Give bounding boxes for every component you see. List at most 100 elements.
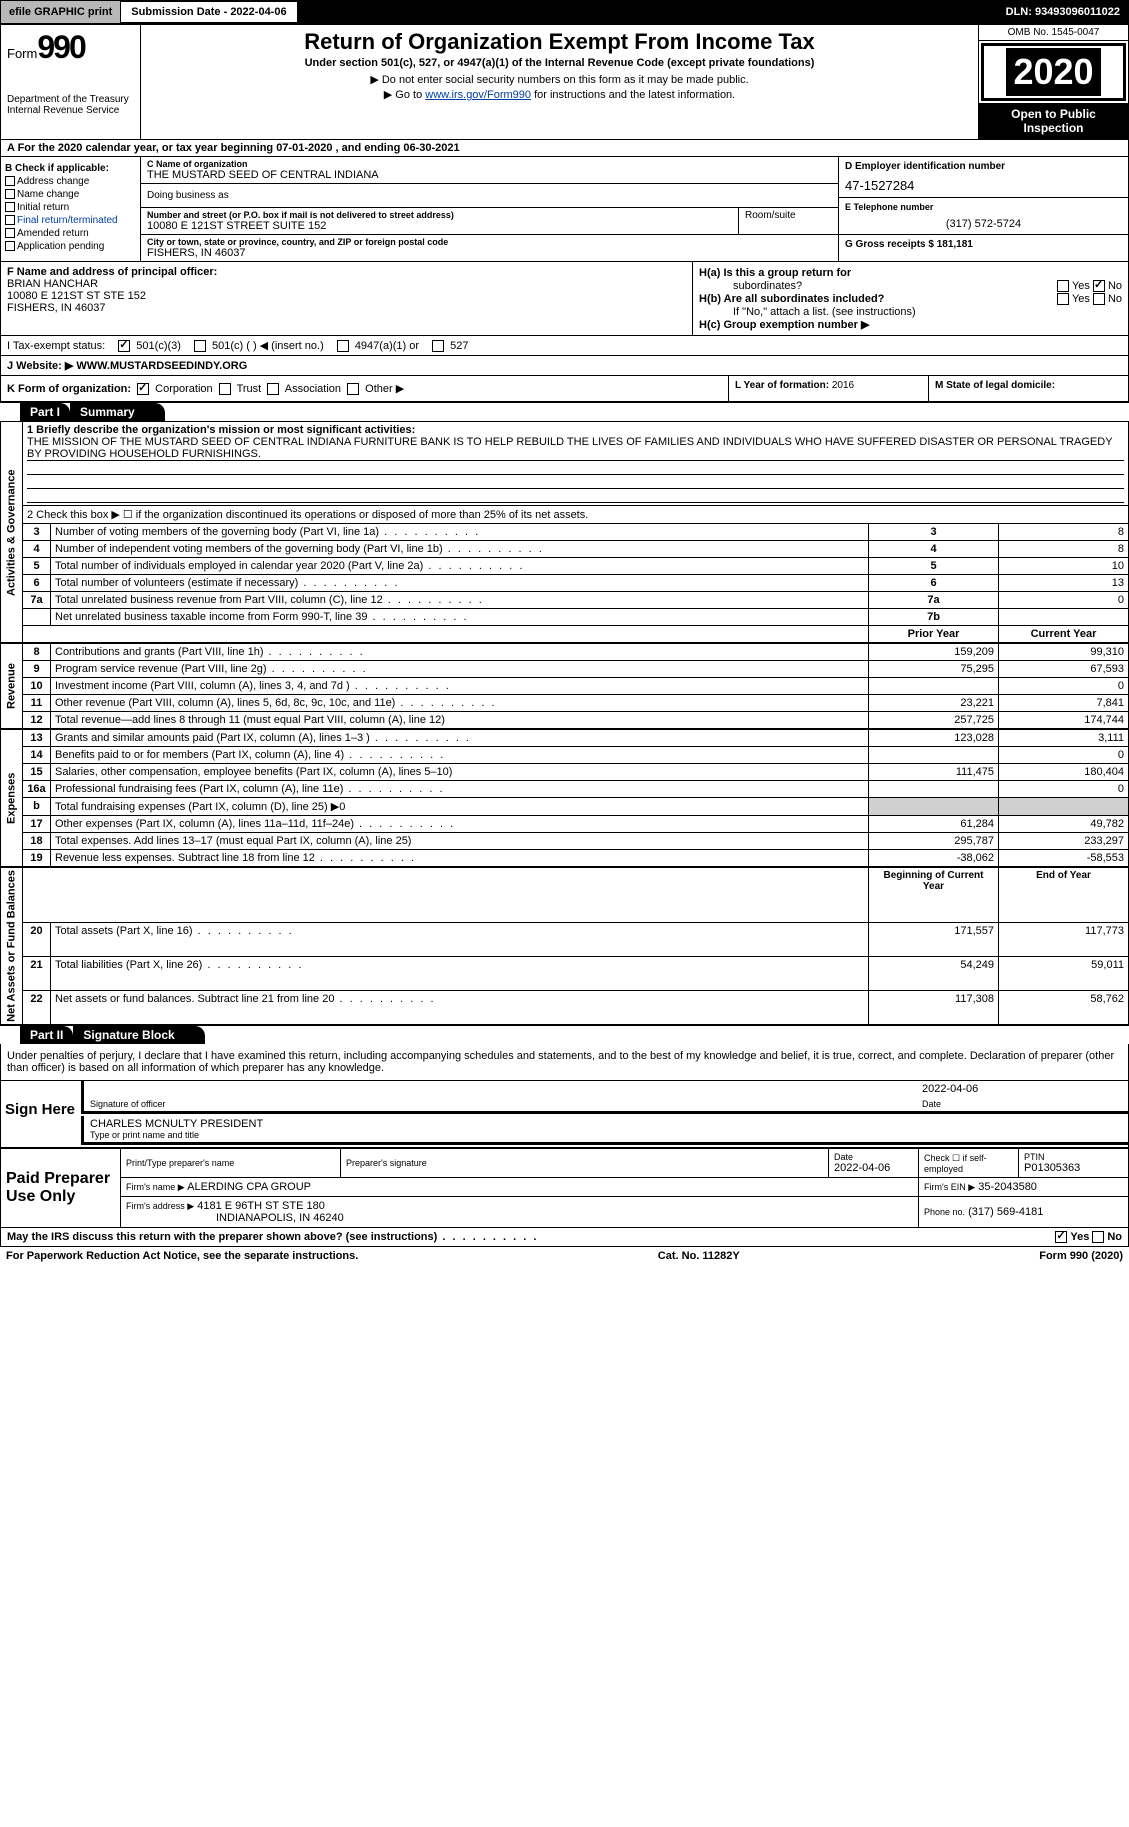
gov-row-7a: 7aTotal unrelated business revenue from … — [1, 592, 1129, 609]
gov-row-4: 4Number of independent voting members of… — [1, 541, 1129, 558]
b-item-1[interactable]: Name change — [5, 189, 136, 200]
k-label: K Form of organization: — [7, 383, 131, 395]
firm-addr: 4181 E 96TH ST STE 180 — [197, 1200, 325, 1212]
gov-row-6: 6Total number of volunteers (estimate if… — [1, 575, 1129, 592]
firm-name: ALERDING CPA GROUP — [187, 1181, 311, 1193]
i-527[interactable]: 527 — [429, 340, 468, 352]
form-title-block: Return of Organization Exempt From Incom… — [141, 25, 978, 139]
side-exp: Expenses — [1, 730, 23, 867]
i-501c[interactable]: 501(c) ( ) ◀ (insert no.) — [191, 339, 324, 352]
goto-pre: ▶ Go to — [384, 89, 425, 101]
i-label: I Tax-exempt status: — [7, 340, 105, 352]
sig-date-label: Date — [922, 1099, 1122, 1109]
summary-table: Activities & Governance 1 Briefly descri… — [0, 421, 1129, 643]
section-c: C Name of organizationTHE MUSTARD SEED O… — [141, 157, 838, 261]
efile-label[interactable]: efile GRAPHIC print — [1, 2, 120, 22]
form-header: Form990 Department of the Treasury Inter… — [0, 24, 1129, 140]
open-public: Open to Public Inspection — [979, 103, 1128, 139]
dept-label: Department of the Treasury Internal Reve… — [7, 94, 134, 116]
tax-year: 2020 — [1006, 48, 1100, 96]
footer-left: For Paperwork Reduction Act Notice, see … — [6, 1250, 358, 1262]
b-label: B Check if applicable: — [5, 163, 136, 174]
gross-line: G Gross receipts $ 181,181 — [839, 235, 1128, 254]
k-other[interactable]: Other ▶ — [344, 383, 404, 395]
tel-label: E Telephone number — [845, 202, 1122, 212]
paid-preparer-table: Paid Preparer Use Only Print/Type prepar… — [0, 1148, 1129, 1228]
firm-phone-label: Phone no. — [924, 1207, 965, 1217]
website-value: WWW.MUSTARDSEEDINDY.ORG — [73, 360, 247, 372]
footer: For Paperwork Reduction Act Notice, see … — [0, 1247, 1129, 1265]
ein-label: D Employer identification number — [845, 161, 1122, 172]
hb-note: If "No," attach a list. (see instruction… — [699, 306, 1122, 318]
self-employed-label[interactable]: Check ☐ if self-employed — [924, 1153, 1013, 1174]
paid-preparer-label: Paid Preparer Use Only — [1, 1149, 121, 1228]
line-a: A For the 2020 calendar year, or tax yea… — [0, 140, 1129, 157]
sig-date-val: 2022-04-06 — [922, 1083, 1122, 1099]
signature-declaration: Under penalties of perjury, I declare th… — [0, 1044, 1129, 1081]
firm-ein-label: Firm's EIN ▶ — [924, 1182, 975, 1192]
section-l: L Year of formation: 2016 — [728, 376, 928, 401]
sign-here-label: Sign Here — [1, 1081, 81, 1147]
footer-right: Form 990 (2020) — [1039, 1250, 1123, 1262]
ha-label2: subordinates? — [699, 280, 802, 292]
k-corp[interactable]: Corporation — [134, 383, 213, 395]
expenses-table: Expenses 13Grants and similar amounts pa… — [0, 729, 1129, 867]
j-label: J Website: ▶ — [7, 360, 73, 372]
form-id-block: Form990 Department of the Treasury Inter… — [1, 25, 141, 139]
part1-num: Part I — [20, 403, 70, 421]
netassets-table: Net Assets or Fund Balances Beginning of… — [0, 867, 1129, 1025]
form-number: 990 — [37, 29, 84, 65]
section-b-block: B Check if applicable: Address change Na… — [0, 157, 1129, 262]
section-m: M State of legal domicile: — [928, 376, 1128, 401]
section-b: B Check if applicable: Address change Na… — [1, 157, 141, 261]
side-na: Net Assets or Fund Balances — [1, 868, 23, 1025]
officer-printed-name: CHARLES MCNULTY PRESIDENT — [90, 1118, 1122, 1130]
part2-num: Part II — [20, 1026, 73, 1044]
ha-yesno[interactable]: YesNo — [1054, 280, 1122, 292]
revenue-table: Revenue 8Contributions and grants (Part … — [0, 643, 1129, 729]
preparer-sig-label: Preparer's signature — [346, 1158, 823, 1168]
no-ssn-line: ▶ Do not enter social security numbers o… — [147, 73, 972, 86]
may-irs-line: May the IRS discuss this return with the… — [0, 1228, 1129, 1247]
addr-label: Number and street (or P.O. box if mail i… — [147, 210, 732, 220]
may-irs-yesno[interactable]: YesNo — [1052, 1231, 1122, 1243]
officer-addr1: 10080 E 121ST ST STE 152 — [7, 290, 686, 302]
i-4947[interactable]: 4947(a)(1) or — [334, 340, 419, 352]
k-trust[interactable]: Trust — [216, 383, 262, 395]
b-item-0[interactable]: Address change — [5, 176, 136, 187]
submission-date: Submission Date - 2022-04-06 — [120, 1, 297, 23]
b-item-4[interactable]: Amended return — [5, 228, 136, 239]
part1-header: Part ISummary — [0, 402, 1129, 421]
ein-value: 47-1527284 — [845, 178, 1122, 193]
city-value: FISHERS, IN 46037 — [147, 247, 832, 259]
sig-officer-label: Signature of officer — [90, 1099, 922, 1109]
hb-yesno[interactable]: YesNo — [1054, 293, 1122, 305]
footer-mid: Cat. No. 11282Y — [658, 1250, 740, 1262]
gov-row-3: 3Number of voting members of the governi… — [1, 524, 1129, 541]
section-f: F Name and address of principal officer:… — [1, 262, 693, 335]
firm-ein: 35-2043580 — [978, 1181, 1037, 1193]
hb-label: H(b) Are all subordinates included? — [699, 293, 884, 305]
part2-title: Signature Block — [73, 1026, 204, 1044]
c-label: C Name of organization — [147, 159, 832, 169]
b-item-5[interactable]: Application pending — [5, 241, 136, 252]
ha-label: H(a) Is this a group return for — [699, 267, 851, 279]
section-i: I Tax-exempt status: 501(c)(3) 501(c) ( … — [0, 336, 1129, 356]
i-501c3[interactable]: 501(c)(3) — [115, 340, 181, 352]
year-formation: 2016 — [832, 380, 854, 391]
b-item-3[interactable]: Final return/terminated — [5, 215, 136, 226]
b-item-2[interactable]: Initial return — [5, 202, 136, 213]
irs-link[interactable]: www.irs.gov/Form990 — [425, 89, 531, 101]
city-label: City or town, state or province, country… — [147, 237, 832, 247]
tel-value: (317) 572-5724 — [845, 218, 1122, 230]
section-h: H(a) Is this a group return for subordin… — [693, 262, 1128, 335]
preparer-name-label: Print/Type preparer's name — [126, 1158, 335, 1168]
line2-checkbox[interactable]: 2 Check this box ▶ ☐ if the organization… — [23, 506, 1129, 524]
firm-addr-label: Firm's address ▶ — [126, 1201, 194, 1211]
hc-label: H(c) Group exemption number ▶ — [699, 319, 869, 331]
goto-line: ▶ Go to www.irs.gov/Form990 for instruct… — [147, 88, 972, 101]
officer-name: BRIAN HANCHAR — [7, 278, 686, 290]
k-assoc[interactable]: Association — [264, 383, 341, 395]
mission-text: THE MISSION OF THE MUSTARD SEED OF CENTR… — [27, 436, 1124, 461]
topbar: efile GRAPHIC print Submission Date - 20… — [0, 0, 1129, 24]
